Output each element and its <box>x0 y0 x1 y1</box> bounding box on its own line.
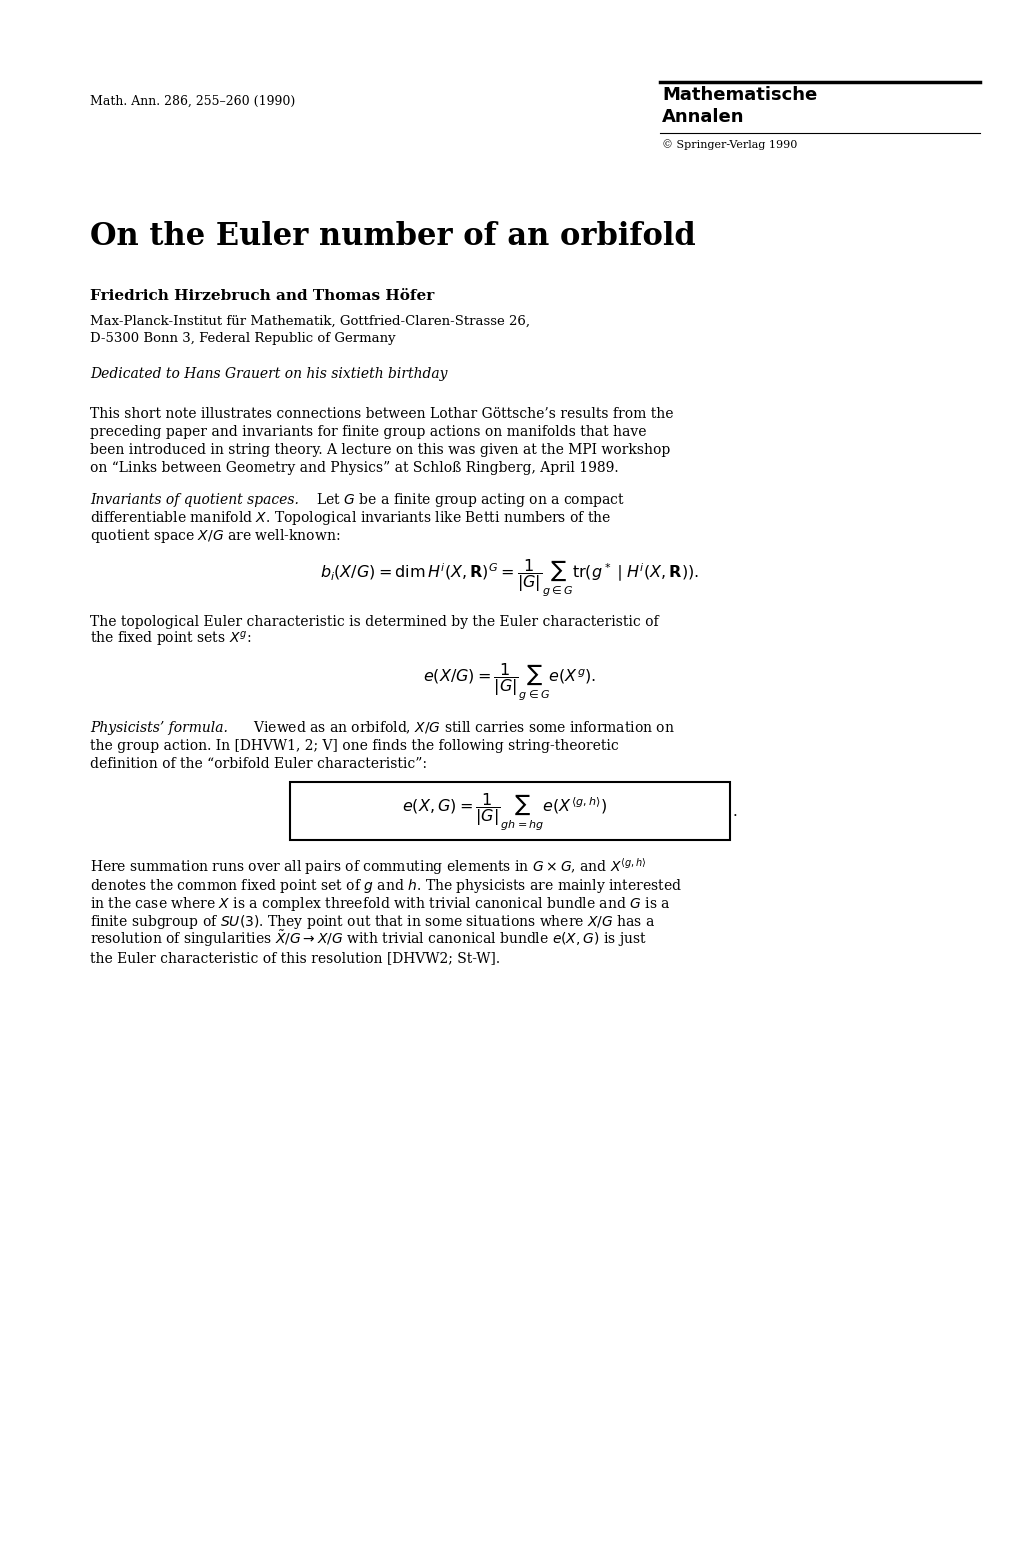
Text: resolution of singularities $\tilde{X}/G\to X/G$ with trivial canonical bundle $: resolution of singularities $\tilde{X}/G… <box>90 928 646 949</box>
Text: quotient space $X/G$ are well-known:: quotient space $X/G$ are well-known: <box>90 527 340 545</box>
Text: The topological Euler characteristic is determined by the Euler characteristic o: The topological Euler characteristic is … <box>90 614 658 628</box>
Text: Annalen: Annalen <box>661 108 744 127</box>
Text: $e(X/G)=\dfrac{1}{|G|}\sum_{g\in G}e(X^g).$: $e(X/G)=\dfrac{1}{|G|}\sum_{g\in G}e(X^g… <box>423 661 596 703</box>
Text: On the Euler number of an orbifold: On the Euler number of an orbifold <box>90 220 695 252</box>
Text: Mathematische: Mathematische <box>661 86 816 105</box>
Text: Invariants of quotient spaces.: Invariants of quotient spaces. <box>90 492 299 506</box>
Text: Math. Ann. 286, 255–260 (1990): Math. Ann. 286, 255–260 (1990) <box>90 95 294 108</box>
Text: Dedicated to Hans Grauert on his sixtieth birthday: Dedicated to Hans Grauert on his sixtiet… <box>90 367 447 381</box>
Text: This short note illustrates connections between Lothar Göttsche’s results from t: This short note illustrates connections … <box>90 406 673 420</box>
Text: preceding paper and invariants for finite group actions on manifolds that have: preceding paper and invariants for finit… <box>90 425 646 439</box>
Text: .: . <box>733 805 737 819</box>
Text: Physicists’ formula.: Physicists’ formula. <box>90 721 227 735</box>
Text: © Springer-Verlag 1990: © Springer-Verlag 1990 <box>661 139 797 150</box>
Text: the group action. In [DHVW1, 2; V] one finds the following string-theoretic: the group action. In [DHVW1, 2; V] one f… <box>90 739 619 753</box>
Text: definition of the “orbifold Euler characteristic”:: definition of the “orbifold Euler charac… <box>90 756 427 771</box>
Text: Here summation runs over all pairs of commuting elements in $G\times G$, and $X^: Here summation runs over all pairs of co… <box>90 857 646 877</box>
Text: Max-Planck-Institut für Mathematik, Gottfried-Claren-Strasse 26,: Max-Planck-Institut für Mathematik, Gott… <box>90 316 530 328</box>
Text: the fixed point sets $X^g$:: the fixed point sets $X^g$: <box>90 630 251 649</box>
Text: denotes the common fixed point set of $g$ and $h$. The physicists are mainly int: denotes the common fixed point set of $g… <box>90 877 682 896</box>
Text: $e(X,G)=\dfrac{1}{|G|}\sum_{gh=hg}e(X^{\langle g,h\rangle})$: $e(X,G)=\dfrac{1}{|G|}\sum_{gh=hg}e(X^{\… <box>403 791 607 833</box>
Text: Viewed as an orbifold, $X/G$ still carries some information on: Viewed as an orbifold, $X/G$ still carri… <box>249 719 675 736</box>
Text: finite subgroup of $SU(3)$. They point out that in some situations where $X/G$ h: finite subgroup of $SU(3)$. They point o… <box>90 913 655 932</box>
Text: Friedrich Hirzebruch and Thomas Höfer: Friedrich Hirzebruch and Thomas Höfer <box>90 289 434 303</box>
Text: on “Links between Geometry and Physics” at Schloß Ringberg, April 1989.: on “Links between Geometry and Physics” … <box>90 461 618 475</box>
Text: Let $G$ be a finite group acting on a compact: Let $G$ be a finite group acting on a co… <box>312 491 624 510</box>
Bar <box>289 782 730 839</box>
Text: the Euler characteristic of this resolution [DHVW2; St-W].: the Euler characteristic of this resolut… <box>90 950 499 964</box>
Text: D-5300 Bonn 3, Federal Republic of Germany: D-5300 Bonn 3, Federal Republic of Germa… <box>90 331 395 345</box>
Text: been introduced in string theory. A lecture on this was given at the MPI worksho: been introduced in string theory. A lect… <box>90 442 669 456</box>
Text: $b_i(X/G)=\dim H^i(X,\mathbf{R})^G=\dfrac{1}{|G|}\sum_{g\in G}\mathrm{tr}(g^*\mi: $b_i(X/G)=\dim H^i(X,\mathbf{R})^G=\dfra… <box>320 558 699 599</box>
Text: differentiable manifold $X$. Topological invariants like Betti numbers of the: differentiable manifold $X$. Topological… <box>90 510 610 527</box>
Text: in the case where $X$ is a complex threefold with trivial canonical bundle and $: in the case where $X$ is a complex three… <box>90 896 669 913</box>
